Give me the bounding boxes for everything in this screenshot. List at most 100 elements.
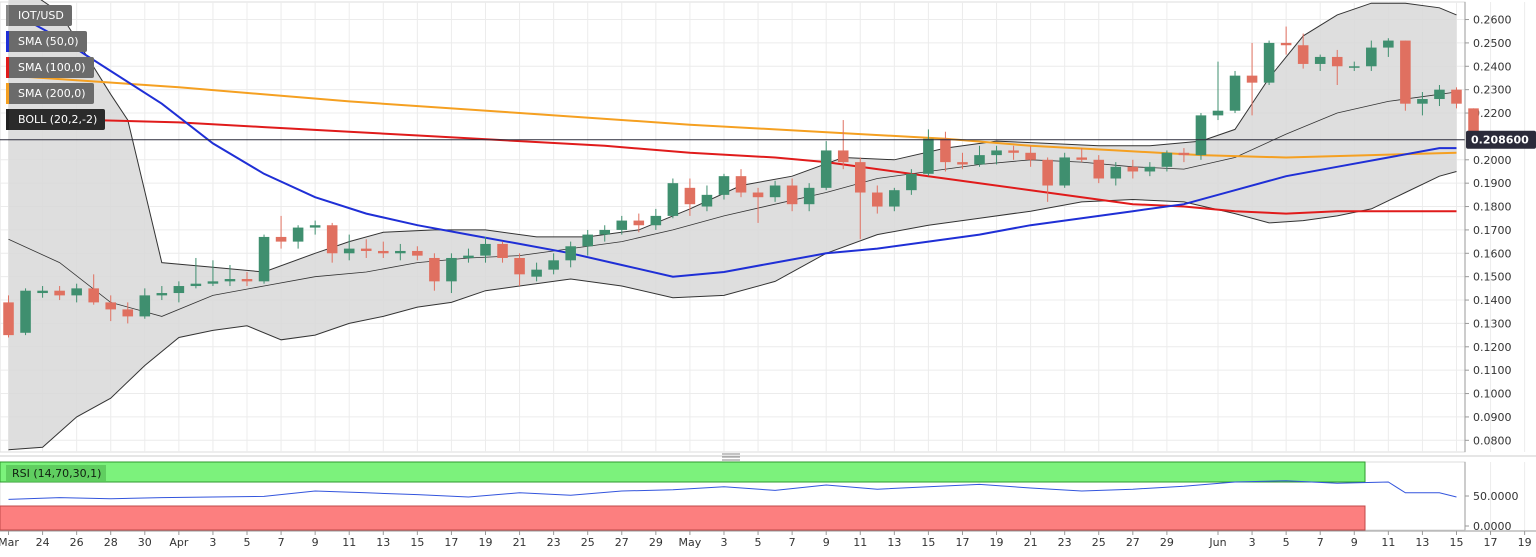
legend-item-sma200[interactable]: SMA (200,0) (6, 83, 94, 104)
candle-body (343, 248, 355, 254)
candle-body (820, 150, 832, 188)
price-tick-label: 0.2500 (1473, 37, 1512, 50)
candle-body (786, 185, 798, 205)
candle-body (1025, 152, 1036, 160)
candle (156, 286, 168, 301)
candle-body (667, 183, 679, 216)
x-tick-label: 3 (720, 536, 727, 549)
legend-swatch-iotusd (6, 5, 9, 26)
candle (497, 241, 508, 263)
legend-item-sma50[interactable]: SMA (50,0) (6, 31, 87, 52)
candle-body (735, 176, 747, 193)
candle-body (326, 225, 338, 254)
candle-body (1144, 166, 1156, 172)
x-tick-label: 11 (342, 536, 356, 549)
legend-item-iotusd[interactable]: IOT/USD (6, 5, 72, 26)
x-tick-label: 11 (1381, 536, 1395, 549)
candle (1212, 61, 1224, 121)
x-tick-label: 17 (955, 536, 969, 549)
candle (1127, 159, 1139, 179)
candle-body (105, 302, 117, 310)
candle-body (684, 187, 696, 205)
x-tick-label: 11 (853, 536, 867, 549)
candle (667, 178, 679, 219)
x-tick-label: Apr (169, 536, 189, 549)
candle (1093, 155, 1105, 184)
candle (292, 225, 304, 249)
candle (633, 213, 645, 233)
candle-body (769, 185, 781, 198)
candle (1383, 38, 1394, 57)
candle-body (258, 236, 270, 282)
candle (582, 229, 593, 256)
candle-body (1178, 152, 1190, 156)
candle-body (1229, 75, 1241, 111)
candle (531, 262, 542, 282)
legend-item-boll[interactable]: BOLL (20,2,-2) (6, 109, 106, 130)
candle (684, 178, 696, 216)
legend-label-sma100: SMA (100,0) (18, 61, 86, 74)
candle-body (1434, 89, 1445, 100)
candle-body (854, 162, 866, 193)
x-tick-label: 24 (36, 536, 50, 549)
candle (378, 241, 389, 258)
candle (1331, 49, 1343, 85)
legend-label-boll: BOLL (20,2,-2) (18, 113, 98, 126)
candle-body (701, 194, 713, 207)
x-tick-label: 26 (70, 536, 84, 549)
candle (565, 241, 576, 268)
candle (1314, 54, 1326, 71)
candle-body (940, 138, 951, 163)
candle (803, 183, 815, 212)
price-tick-label: 0.2200 (1473, 107, 1512, 120)
rsi-tick-label: 50.0000 (1473, 490, 1519, 503)
candle-body (1042, 159, 1053, 186)
candle-body (190, 283, 202, 287)
legend-label-sma200: SMA (200,0) (18, 87, 86, 100)
candle (1008, 145, 1019, 160)
candle (769, 180, 781, 202)
x-tick-label: 25 (1092, 536, 1106, 549)
candle-body (275, 236, 287, 242)
candle-body (1059, 157, 1070, 186)
candle-body (616, 220, 628, 230)
candle (207, 260, 219, 287)
candle (71, 283, 82, 303)
rsi-label-box (6, 465, 106, 481)
rsi-label: RSI (14,70,30,1) (12, 467, 101, 480)
candle (37, 286, 48, 298)
candle-body (514, 257, 525, 275)
legend-label-iotusd: IOT/USD (18, 9, 64, 22)
candle (1366, 40, 1377, 71)
candle (139, 288, 151, 319)
sma50-line (8, 9, 1457, 278)
x-tick-label: 13 (887, 536, 901, 549)
x-tick-label: 9 (1351, 536, 1358, 549)
candle-body (241, 279, 253, 282)
candle (701, 185, 713, 212)
candle (412, 246, 423, 261)
candle (957, 152, 968, 170)
x-tick-label: 21 (513, 536, 527, 549)
candle-body (88, 288, 99, 303)
x-tick-label: 30 (138, 536, 152, 549)
candle-body (156, 293, 168, 296)
candle (837, 120, 849, 170)
candle (1110, 162, 1122, 186)
candle-body (1366, 47, 1377, 67)
pane-splitter-handle[interactable] (722, 453, 740, 461)
rsi-oversold-zone (0, 505, 1366, 531)
candle-body (1093, 159, 1105, 179)
legend-item-sma100[interactable]: SMA (100,0) (6, 57, 94, 78)
candle-body (309, 225, 321, 228)
candle-body (139, 295, 151, 317)
x-tick-label: 19 (990, 536, 1004, 549)
candle (122, 302, 134, 324)
price-tick-labels: 0.2600 0.2500 0.2400 0.2300 0.2200 0.2000 0.19… (1465, 14, 1512, 447)
candle-body (3, 302, 14, 336)
candle-body (1383, 40, 1394, 48)
candle-body (991, 150, 1002, 156)
candle-body (1161, 152, 1173, 167)
